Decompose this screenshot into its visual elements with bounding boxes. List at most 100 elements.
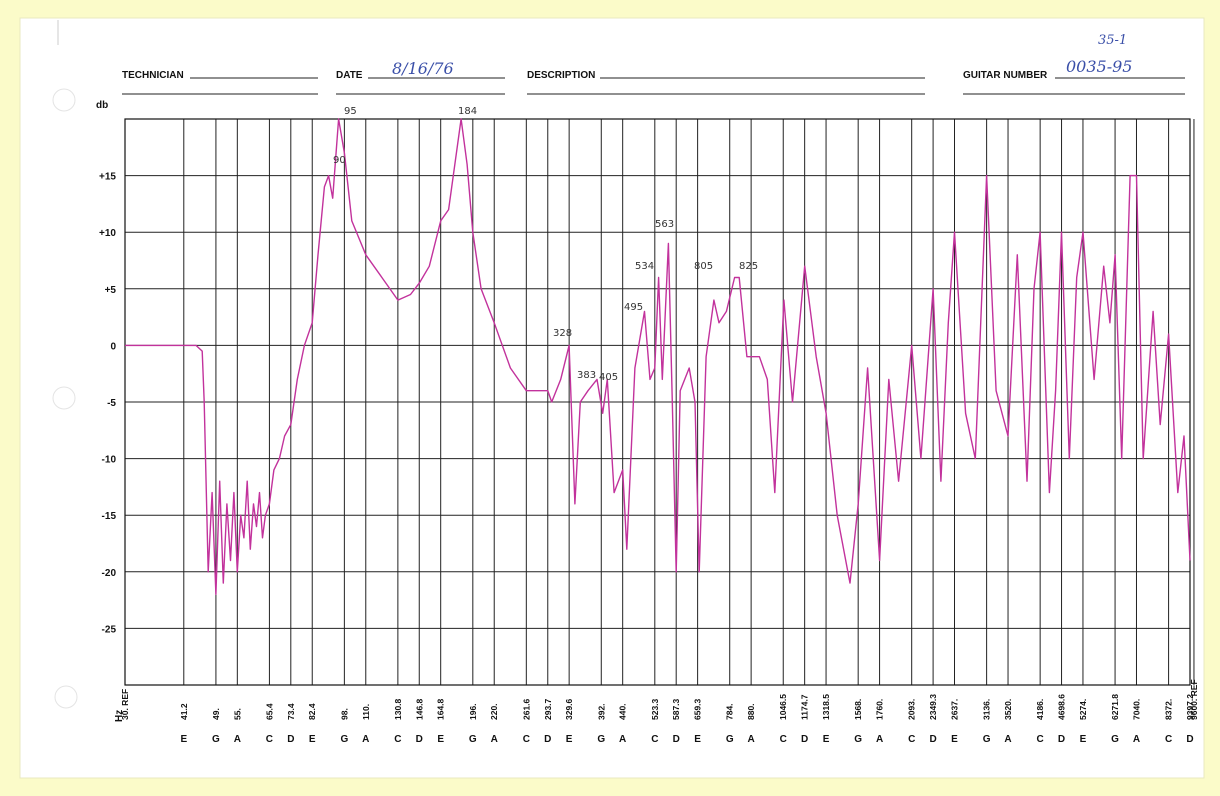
x-note-label: C	[908, 734, 915, 745]
x-note-label: D	[673, 734, 680, 745]
x-note-label: E	[309, 734, 316, 745]
annotation: 563	[655, 219, 674, 230]
x-tick-label: 2349.3	[928, 694, 938, 720]
annotation: 534	[635, 261, 654, 272]
x-note-label: A	[876, 734, 883, 745]
x-tick-label: 4186.	[1035, 699, 1045, 720]
x-note-label: C	[1165, 734, 1172, 745]
x-tick-label: 9397.2	[1185, 694, 1195, 720]
annotation: 495	[624, 302, 643, 313]
annotation: 405	[599, 372, 618, 383]
y-tick-label: -20	[102, 568, 117, 579]
x-tick-label: 146.8	[414, 698, 424, 720]
annotation: 825	[739, 261, 758, 272]
x-note-label: C	[523, 734, 530, 745]
x-note-label: G	[983, 734, 991, 745]
x-note-label: C	[1037, 734, 1044, 745]
x-tick-label: 659.3	[693, 698, 703, 720]
binder-hole	[54, 685, 78, 709]
x-note-label: A	[1133, 734, 1140, 745]
x-tick-label: 41.2	[179, 703, 189, 720]
x-note-label: C	[266, 734, 273, 745]
x-tick-label: 55.	[232, 708, 242, 720]
paper	[19, 17, 1205, 779]
plot-frame	[124, 118, 1191, 686]
x-tick-label: 4698.6	[1057, 694, 1067, 720]
x-note-label: G	[212, 734, 220, 745]
annotation: 328	[553, 328, 572, 339]
description-label: DESCRIPTION	[527, 70, 595, 81]
binder-hole	[52, 386, 76, 410]
guitar-number-label: GUITAR NUMBER	[963, 70, 1048, 81]
x-tick-label: 3136.	[982, 699, 992, 720]
y-axis-label: db	[96, 100, 108, 111]
x-tick-label: 1318.5	[821, 694, 831, 720]
x-note-label: D	[1186, 734, 1193, 745]
x-tick-label: 49.	[211, 708, 221, 720]
binder-hole	[52, 88, 76, 112]
x-note-label: G	[854, 734, 862, 745]
date-value: 8/16/76	[392, 59, 454, 78]
x-tick-label: 523.3	[650, 698, 660, 720]
x-note-label: A	[362, 734, 369, 745]
x-note-label: A	[748, 734, 755, 745]
technician-label: TECHNICIAN	[122, 70, 184, 81]
x-note-label: E	[823, 734, 830, 745]
x-tick-label: 73.4	[286, 703, 296, 720]
x-tick-label: 784.	[725, 703, 735, 720]
x-note-label: A	[1004, 734, 1011, 745]
plot: 95 90 184 328 383 405 495 534 563 805 825	[125, 106, 1191, 596]
x-tick-label: 9600. REF	[1189, 679, 1199, 720]
y-tick-label: +5	[105, 285, 117, 296]
x-note-label: C	[780, 734, 787, 745]
x-tick-label: 1046.5	[778, 694, 788, 720]
x-tick-label: 261.6	[521, 698, 531, 720]
x-tick-label: 880.	[746, 703, 756, 720]
x-note-label: D	[1058, 734, 1065, 745]
x-note-label: A	[234, 734, 241, 745]
x-tick-label: 293.7	[543, 698, 553, 720]
response-trace	[125, 118, 1191, 596]
y-tick-label: +10	[99, 228, 116, 239]
x-tick-label: 98.	[339, 708, 349, 720]
x-tick-label: 110.	[361, 704, 371, 720]
x-tick-label: 392.	[596, 703, 606, 720]
x-note-label: D	[929, 734, 936, 745]
x-tick-label: 196.	[468, 703, 478, 720]
x-note-label: D	[287, 734, 294, 745]
x-tick-label: 7040.	[1131, 699, 1141, 720]
x-axis-label: Hz	[114, 710, 125, 722]
y-tick-label: +15	[99, 172, 116, 183]
x-note-label: D	[416, 734, 423, 745]
x-note-label: G	[469, 734, 477, 745]
x-tick-label: 1174.7	[800, 694, 810, 720]
x-tick-label: 3520.	[1003, 699, 1013, 720]
x-tick-label: 329.6	[564, 698, 574, 720]
x-note-label: A	[619, 734, 626, 745]
x-tick-label: 220.	[489, 703, 499, 720]
annotation: 805	[694, 261, 713, 272]
x-tick-label: 587.3	[671, 698, 681, 720]
annotation: 95	[344, 106, 357, 117]
x-note-label: A	[491, 734, 498, 745]
x-note-label: E	[437, 734, 444, 745]
x-tick-label: 440.	[618, 703, 628, 720]
y-tick-label: -5	[107, 398, 116, 409]
x-tick-label: 130.8	[393, 698, 403, 720]
x-note-label: E	[566, 734, 573, 745]
x-tick-label: 1760.	[875, 699, 885, 720]
grid: +15 +10 +5 0 -5 -10 -15 -20 -25 30. REF 41.2 E 49. G 5…	[99, 119, 1199, 745]
x-note-label: G	[726, 734, 734, 745]
x-note-label: C	[651, 734, 658, 745]
x-note-label: C	[394, 734, 401, 745]
x-tick-label: 8372.	[1164, 699, 1174, 720]
y-tick-label: -25	[102, 624, 117, 635]
x-tick-label: 164.8	[436, 698, 446, 720]
x-tick-label: 5274.	[1078, 699, 1088, 720]
x-note-label: E	[180, 734, 187, 745]
x-note-label: E	[694, 734, 701, 745]
annotation: 383	[577, 370, 596, 381]
annotation: 90	[333, 155, 346, 166]
x-tick-label: 82.4	[307, 703, 317, 720]
